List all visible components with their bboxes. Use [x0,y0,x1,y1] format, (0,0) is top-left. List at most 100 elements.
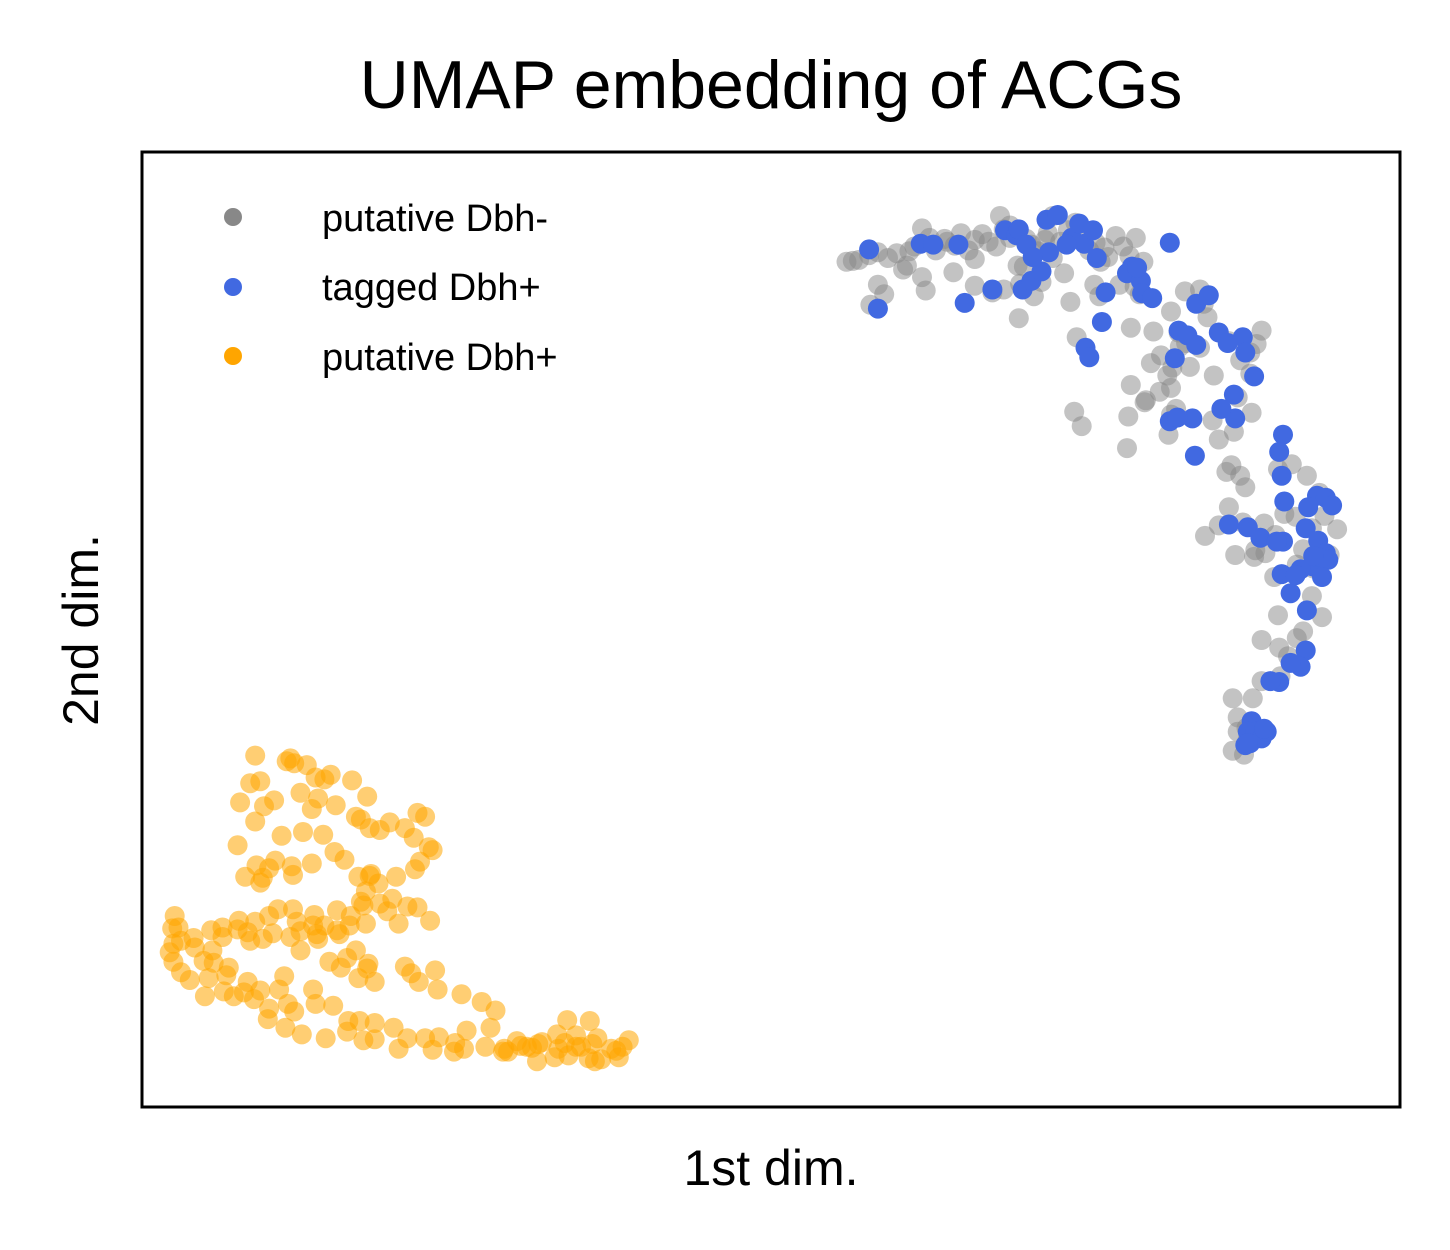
point-putative-dbh-minus [1117,438,1137,459]
point-tagged-dbh-plus [1298,497,1319,518]
point-putative-dbh-plus [290,782,311,803]
point-putative-dbh-plus [327,920,347,941]
point-tagged-dbh-plus [1091,312,1112,332]
point-putative-dbh-plus [283,899,303,920]
point-putative-dbh-plus [325,795,346,816]
point-putative-dbh-plus [245,811,266,832]
point-tagged-dbh-plus [1296,600,1317,621]
legend-label-tagged-dbh-plus: tagged Dbh+ [322,267,541,309]
legend-marker-putative-dbh-minus [224,208,242,226]
point-putative-dbh-minus [1197,307,1218,328]
point-tagged-dbh-plus [1312,567,1332,587]
point-putative-dbh-minus [1269,637,1290,658]
point-putative-dbh-minus [1064,401,1085,422]
point-tagged-dbh-plus [1235,342,1256,363]
point-tagged-dbh-plus [1047,205,1068,225]
point-putative-dbh-plus [444,1041,464,1062]
point-putative-dbh-plus [337,1021,358,1042]
point-putative-dbh-plus [355,913,376,934]
point-putative-dbh-minus [1225,545,1246,565]
point-putative-dbh-plus [532,1032,552,1053]
point-putative-dbh-minus [1222,688,1243,709]
point-putative-dbh-plus [383,1017,404,1038]
point-putative-dbh-plus [194,986,215,1007]
point-tagged-dbh-plus [1022,247,1043,267]
point-putative-dbh-plus [228,910,249,931]
point-putative-dbh-plus [301,799,322,819]
point-putative-dbh-plus [280,927,301,947]
point-putative-dbh-plus [240,773,261,794]
point-tagged-dbh-plus [1079,347,1100,368]
point-putative-dbh-minus [1244,546,1265,567]
point-tagged-dbh-plus [1237,733,1258,754]
point-putative-dbh-minus [867,274,888,295]
point-putative-dbh-minus [964,229,985,250]
legend-label-putative-dbh-minus: putative Dbh- [322,198,548,240]
point-putative-dbh-plus [386,866,407,887]
point-putative-dbh-plus [407,897,428,918]
point-putative-dbh-plus [293,822,313,842]
point-putative-dbh-plus [527,1051,547,1072]
point-tagged-dbh-plus [1167,407,1188,428]
point-putative-dbh-plus [245,745,266,766]
point-tagged-dbh-plus [1269,441,1290,462]
point-tagged-dbh-plus [1223,384,1244,405]
point-tagged-dbh-plus [1280,583,1301,604]
point-tagged-dbh-plus [982,279,1003,300]
point-tagged-dbh-plus [1274,491,1295,512]
point-tagged-dbh-plus [1127,257,1148,278]
point-putative-dbh-minus [964,249,985,269]
point-putative-dbh-plus [451,984,472,1005]
point-putative-dbh-minus [915,280,936,301]
legend-label-putative-dbh-plus: putative Dbh+ [322,337,558,379]
point-putative-dbh-minus [1327,519,1348,540]
point-putative-dbh-plus [271,825,292,846]
point-tagged-dbh-plus [948,234,969,255]
point-putative-dbh-plus [259,998,280,1019]
point-putative-dbh-plus [342,770,363,791]
point-putative-dbh-plus [368,873,389,894]
point-putative-dbh-plus [379,812,400,833]
point-putative-dbh-minus [1118,406,1139,427]
point-putative-dbh-plus [579,1011,600,1031]
point-putative-dbh-minus [1296,465,1317,486]
point-putative-dbh-plus [262,923,283,944]
point-putative-dbh-minus [1054,263,1075,284]
point-putative-dbh-plus [345,806,366,827]
point-putative-dbh-minus [1157,365,1178,386]
point-tagged-dbh-plus [1266,531,1287,552]
point-tagged-dbh-plus [1083,220,1103,241]
point-putative-dbh-minus [1242,688,1263,709]
point-tagged-dbh-plus [1318,549,1339,570]
point-putative-dbh-plus [388,1038,409,1059]
point-putative-dbh-minus [1179,356,1200,377]
point-tagged-dbh-plus [1322,495,1343,516]
point-tagged-dbh-plus [1271,465,1292,486]
legend-marker-tagged-dbh-plus [224,278,242,296]
point-putative-dbh-plus [254,796,274,817]
point-tagged-dbh-plus [1039,242,1059,263]
point-putative-dbh-plus [198,968,219,989]
point-putative-dbh-plus [557,1010,578,1031]
point-putative-dbh-plus [584,1051,605,1072]
point-putative-dbh-plus [415,806,436,827]
point-putative-dbh-plus [303,979,324,1000]
point-tagged-dbh-plus [1280,652,1301,673]
point-putative-dbh-plus [162,918,183,939]
point-putative-dbh-plus [315,1028,336,1049]
point-putative-dbh-minus [1208,429,1229,450]
point-putative-dbh-plus [350,891,371,912]
point-putative-dbh-plus [213,981,234,1002]
point-tagged-dbh-plus [1159,232,1180,253]
point-putative-dbh-plus [475,1036,496,1057]
point-putative-dbh-plus [291,1024,312,1045]
point-putative-dbh-plus [353,1030,374,1051]
point-putative-dbh-minus [943,262,964,283]
point-putative-dbh-plus [320,764,341,785]
point-putative-dbh-minus [1125,227,1146,248]
chart-title: UMAP embedding of ACGs [360,47,1183,123]
point-putative-dbh-minus [1195,525,1215,546]
point-putative-dbh-plus [275,1017,296,1038]
legend: putative Dbh- tagged Dbh+ putative Dbh+ [224,198,558,379]
